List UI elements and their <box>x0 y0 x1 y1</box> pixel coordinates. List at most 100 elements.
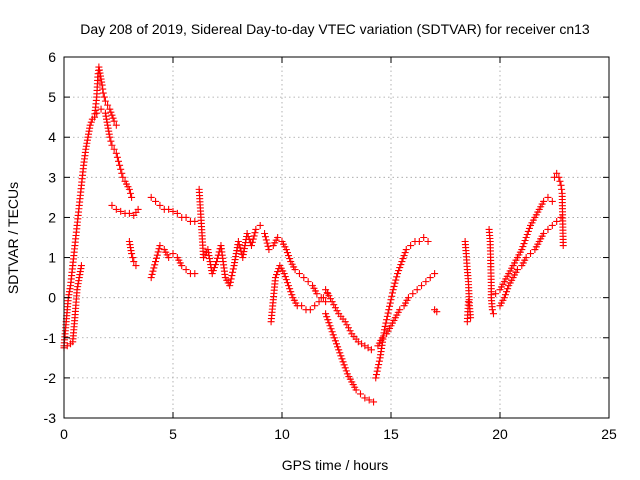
data-point <box>77 262 85 270</box>
data-point <box>322 310 330 318</box>
data-point <box>86 121 94 129</box>
data-point <box>295 270 303 278</box>
data-point <box>116 161 124 169</box>
data-point <box>339 358 347 366</box>
data-point <box>109 114 117 122</box>
data-point <box>341 318 349 326</box>
y-tick-label: 1 <box>48 250 56 266</box>
series-mid-2-4h <box>108 201 142 219</box>
data-point <box>247 242 255 250</box>
data-point <box>117 165 125 173</box>
data-point <box>337 352 345 360</box>
data-point <box>326 322 334 330</box>
data-point <box>112 149 120 157</box>
data-point <box>107 108 115 116</box>
data-point <box>504 285 512 293</box>
data-point <box>374 364 382 372</box>
data-point <box>283 279 291 287</box>
data-point <box>87 118 95 126</box>
data-point <box>520 240 528 248</box>
data-point <box>404 294 412 302</box>
data-point <box>280 270 288 278</box>
data-point <box>250 232 258 240</box>
data-point <box>99 89 107 97</box>
data-point <box>388 292 396 300</box>
data-point <box>234 238 242 246</box>
data-point <box>334 343 342 351</box>
data-point <box>319 294 327 302</box>
data-point <box>226 278 234 286</box>
data-point <box>286 285 294 293</box>
data-point <box>343 321 351 329</box>
data-point <box>229 265 237 273</box>
data-point <box>169 250 177 258</box>
data-point <box>165 205 173 213</box>
data-point <box>226 282 234 290</box>
data-point <box>281 273 289 281</box>
data-point <box>300 274 308 282</box>
x-tick-label: 15 <box>383 426 399 442</box>
data-point <box>112 121 120 129</box>
data-point <box>489 310 497 318</box>
y-tick-label: 6 <box>48 49 56 65</box>
data-point <box>288 291 296 299</box>
data-point <box>315 298 323 306</box>
data-point <box>125 209 133 217</box>
data-point <box>306 306 314 314</box>
data-point <box>387 296 395 304</box>
data-point <box>282 276 290 284</box>
data-point <box>150 264 158 272</box>
data-point <box>106 105 114 113</box>
data-point <box>338 355 346 363</box>
data-point <box>229 268 237 276</box>
data-point <box>227 275 235 283</box>
data-point <box>117 207 125 215</box>
series-end-22.5-23h <box>551 169 567 250</box>
data-point <box>341 364 349 372</box>
data-point <box>104 101 112 109</box>
data-point <box>191 270 199 278</box>
data-point <box>251 229 259 237</box>
y-tick-label: 2 <box>48 209 56 225</box>
data-point <box>540 229 548 237</box>
data-point <box>522 254 530 262</box>
data-point <box>422 278 430 286</box>
data-point <box>352 386 360 394</box>
data-point <box>390 282 398 290</box>
data-point <box>115 157 122 165</box>
data-point <box>344 324 352 332</box>
data-point <box>398 258 406 266</box>
data-point <box>375 357 383 365</box>
data-point <box>548 221 556 229</box>
data-point <box>282 246 290 254</box>
data-point <box>327 295 335 303</box>
data-point <box>522 234 530 241</box>
data-point <box>304 278 312 286</box>
data-point <box>262 236 270 244</box>
data-point <box>155 245 163 253</box>
data-point <box>311 302 319 310</box>
data-point <box>108 111 116 119</box>
data-point <box>152 197 160 205</box>
data-point <box>182 266 190 274</box>
data-point <box>108 201 116 209</box>
data-point <box>325 292 333 300</box>
data-point <box>191 217 199 225</box>
data-point <box>500 294 508 302</box>
data-point <box>209 267 217 275</box>
series-lower-recovery <box>374 270 439 350</box>
data-point <box>402 246 410 254</box>
data-point <box>313 290 321 298</box>
data-point <box>265 246 273 254</box>
data-point <box>212 261 220 269</box>
data-point <box>375 361 383 369</box>
data-point <box>372 371 380 379</box>
data-point <box>119 173 127 181</box>
data-point <box>236 244 244 252</box>
data-point <box>407 242 415 250</box>
data-point <box>323 313 331 321</box>
data-point <box>525 224 533 232</box>
data-point <box>409 290 417 298</box>
data-point <box>424 238 432 246</box>
